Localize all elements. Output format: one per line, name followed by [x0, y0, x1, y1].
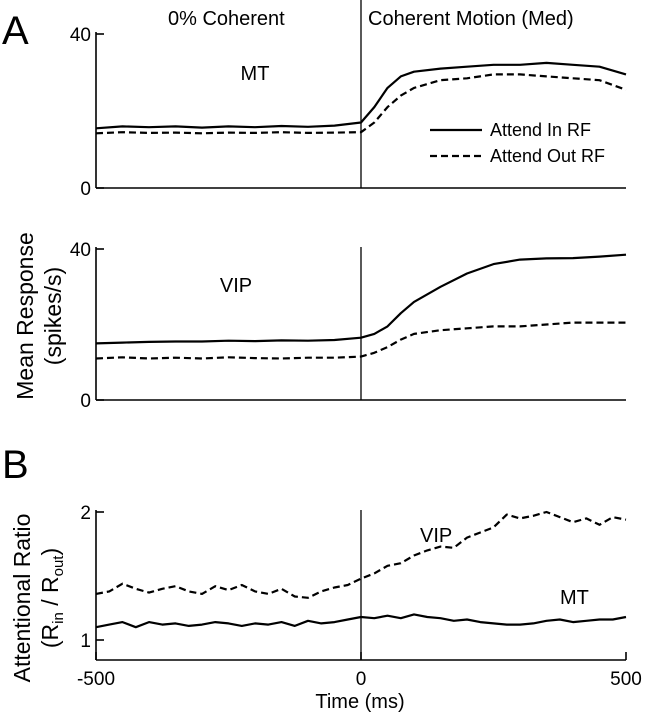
legend-entry: Attend Out RF — [490, 146, 605, 166]
x-axis-label: Time (ms) — [315, 691, 404, 713]
ylabel-a-line2: (spikes/s) — [40, 267, 66, 365]
ylabel-b-part-1: in — [50, 612, 67, 624]
panel-letter-a: A — [2, 9, 29, 53]
series-line-attend-in-rf — [95, 253, 627, 345]
series-line-attend-out-rf — [95, 73, 627, 135]
x-tick-label: -500 — [77, 669, 115, 690]
series-line-attend-in-rf — [95, 61, 627, 130]
ylabel-b: Attentional Ratio (Rin / Rout) — [9, 514, 67, 683]
ylabel-b-part-4: ) — [37, 548, 63, 556]
header-left: 0% Coherent — [168, 8, 285, 30]
header-right: Coherent Motion (Med) — [368, 8, 574, 30]
legend: Attend In RF Attend Out RF — [430, 120, 605, 166]
legend-entry: Attend In RF — [490, 120, 591, 140]
x-tick-label: 0 — [356, 669, 367, 690]
panel-area-label: VIP — [220, 275, 252, 297]
y-tick-label: 2 — [80, 503, 91, 524]
ylabel-b-part-0: (R — [37, 624, 63, 648]
series-line-mt — [95, 613, 627, 629]
series-label: MT — [560, 587, 589, 609]
panel-b-ratio: 1 2 -500 0 500 VIP MT — [77, 503, 642, 690]
series-line-vip — [95, 510, 627, 599]
x-tick-label: 500 — [610, 669, 642, 690]
ylabel-a-line1: Mean Response — [12, 232, 38, 400]
y-tick-label: 1 — [80, 631, 91, 652]
panel-area-label: MT — [241, 63, 270, 85]
panel-a-vip: 0 40 VIP — [70, 240, 627, 412]
ylabel-a: Mean Response (spikes/s) — [12, 232, 66, 400]
panel-a-mt: 0 40 MT Attend In RF Attend Out RF — [70, 0, 627, 200]
ylabel-b-part-3: out — [50, 555, 67, 577]
panel-letter-b: B — [2, 443, 29, 487]
ylabel-b-line1: Attentional Ratio — [9, 514, 35, 683]
ylabel-b-part-2: / R — [37, 576, 63, 612]
series-label: VIP — [420, 525, 452, 547]
ylabel-b-line2: (Rin / Rout) — [37, 548, 67, 648]
y-tick-label: 0 — [80, 179, 91, 200]
y-tick-label: 0 — [80, 391, 91, 412]
series-line-attend-out-rf — [95, 321, 626, 360]
y-tick-label: 40 — [70, 240, 91, 261]
y-tick-label: 40 — [70, 25, 91, 46]
